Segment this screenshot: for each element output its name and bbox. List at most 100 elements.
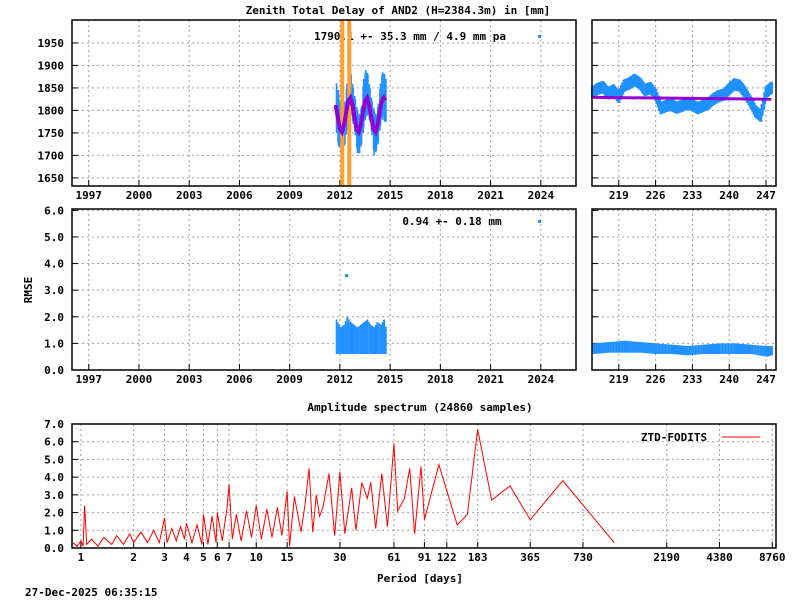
- rmse-recent-observation: [644, 342, 646, 354]
- spectrum-legend-label: ZTD-FODITS: [641, 431, 707, 444]
- amplitude-spectrum-xtick-label: 2190: [653, 551, 680, 564]
- rmse-recent-observation: [612, 341, 615, 353]
- rmse-observation: [370, 324, 372, 355]
- rmse-recent-observation: [699, 345, 701, 355]
- ztd-series-ytick-label: 1800: [38, 104, 65, 117]
- rmse-series-xtick-label: 2015: [377, 373, 404, 386]
- rmse-recent-observation: [630, 341, 632, 353]
- rmse-recent-observation: [609, 341, 612, 353]
- rmse-recent-observation: [594, 343, 596, 354]
- ztd-series-xtick-label: 2012: [327, 189, 354, 202]
- rmse-observation: [348, 319, 350, 355]
- rmse-legend-marker: [538, 220, 541, 223]
- rmse-observation: [343, 324, 345, 355]
- ztd-series-xtick-label: 2024: [528, 189, 555, 202]
- amplitude-spectrum-ytick-label: 1.0: [44, 524, 64, 537]
- ztd-recent-frame: [591, 19, 777, 187]
- amplitude-spectrum-xtick-label: 5: [200, 551, 207, 564]
- rmse-series-ytick-label: 5.0: [44, 231, 64, 244]
- rmse-series-xtick-label: 2018: [427, 373, 454, 386]
- rmse-observation: [380, 324, 382, 355]
- rmse-recent-observation: [601, 342, 604, 354]
- ztd-observation: [381, 72, 384, 118]
- amplitude-spectrum-xtick-label: 6: [214, 551, 221, 564]
- rmse-recent-observation: [732, 343, 734, 355]
- rmse-recent-observation: [704, 344, 707, 355]
- rmse-recent-observation: [661, 343, 664, 355]
- rmse-recent-observation: [707, 344, 710, 355]
- ztd-series-ytick-label: 1950: [38, 37, 65, 50]
- rmse-recent-observation: [651, 343, 654, 354]
- rmse-recent-observation: [614, 341, 616, 353]
- rmse-recent-observation: [628, 341, 631, 353]
- rmse-recent-observation: [721, 343, 724, 355]
- rmse-observation: [338, 324, 340, 355]
- spectrum-line: [72, 429, 615, 548]
- rmse-recent-observation: [763, 345, 766, 357]
- rmse-recent-observation: [746, 344, 749, 355]
- ztd-series-xtick-label: 2006: [226, 189, 253, 202]
- rmse-recent-observation: [617, 341, 619, 353]
- ztd-recent-xtick-label: 226: [646, 189, 666, 202]
- rmse-recent-observation: [681, 345, 684, 355]
- rmse-recent-observation: [634, 341, 637, 353]
- rmse-observation: [368, 321, 370, 355]
- rmse-recent-observation: [683, 345, 685, 356]
- amplitude-spectrum-xtick-label: 122: [437, 551, 457, 564]
- rmse-recent-observation: [718, 343, 721, 355]
- rmse-recent-observation: [606, 342, 608, 353]
- rmse-observation: [385, 327, 387, 355]
- rmse-series-xtick-label: 2009: [276, 373, 303, 386]
- rmse-recent-observation: [592, 343, 595, 355]
- rmse-recent-observation: [664, 344, 667, 355]
- rmse-series-xtick-label: 2021: [477, 373, 504, 386]
- rmse-recent-observation: [648, 342, 651, 354]
- rmse-recent-observation: [747, 344, 750, 355]
- rmse-recent-observation: [693, 345, 695, 355]
- rmse-recent-observation: [766, 346, 768, 357]
- rmse-series-ytick-label: 2.0: [44, 311, 64, 324]
- rmse-recent-observation: [603, 342, 605, 354]
- rmse-recent-observation: [734, 343, 737, 355]
- rmse-observation: [363, 322, 365, 355]
- ztd-series-xtick-label: 2000: [126, 189, 153, 202]
- rmse-observation: [360, 324, 362, 355]
- ztd-recent-fit: [592, 95, 772, 101]
- rmse-recent-observation: [611, 341, 613, 353]
- rmse-recent-observation: [723, 343, 725, 355]
- rmse-plot-frame: [71, 208, 577, 371]
- rmse-recent-observation: [696, 345, 698, 355]
- rmse-recent-observation: [727, 343, 730, 355]
- rmse-observation: [341, 326, 344, 355]
- rmse-recent-observation: [680, 345, 682, 355]
- amplitude-spectrum-xtick-label: 91: [418, 551, 432, 564]
- amplitude-spectrum-ytick-label: 3.0: [44, 489, 64, 502]
- rmse-recent-observation: [757, 345, 760, 356]
- rmse-recent-observation: [677, 345, 679, 355]
- amplitude-spectrum-ytick-label: 5.0: [44, 453, 64, 466]
- ztd-series-xtick-label: 2018: [427, 189, 454, 202]
- rmse-recent-observation: [672, 344, 675, 355]
- rmse-recent-observation: [700, 344, 703, 355]
- rmse-recent-observation: [618, 341, 621, 353]
- rmse-observation: [354, 325, 357, 355]
- ztd-title: Zenith Total Delay of AND2 (H=2384.3m) i…: [246, 4, 551, 17]
- ztd-series-ytick-label: 1700: [38, 149, 65, 162]
- rmse-recent-observation: [655, 343, 658, 355]
- rmse-recent-observation: [711, 343, 714, 355]
- amplitude-spectrum-xtick-label: 15: [281, 551, 294, 564]
- amplitude-spectrum-xtick-label: 183: [468, 551, 488, 564]
- rmse-series-ytick-label: 1.0: [44, 337, 64, 350]
- rmse-recent-observation: [726, 343, 728, 355]
- rmse-recent-observation: [767, 346, 770, 357]
- rmse-recent-observation: [631, 341, 634, 353]
- rmse-recent-observation: [639, 342, 642, 353]
- rmse-observation: [356, 327, 359, 355]
- rmse-recent-observation: [710, 344, 713, 355]
- rmse-recent-observation: [756, 345, 758, 356]
- ztd-annotation: 1790.1 +- 35.3 mm / 4.9 mm pa: [314, 30, 506, 43]
- rmse-recent-observation: [724, 343, 727, 355]
- rmse-recent-observation: [751, 344, 754, 355]
- ztd-recent-xtick-label: 233: [682, 189, 702, 202]
- rmse-recent-observation: [769, 346, 771, 356]
